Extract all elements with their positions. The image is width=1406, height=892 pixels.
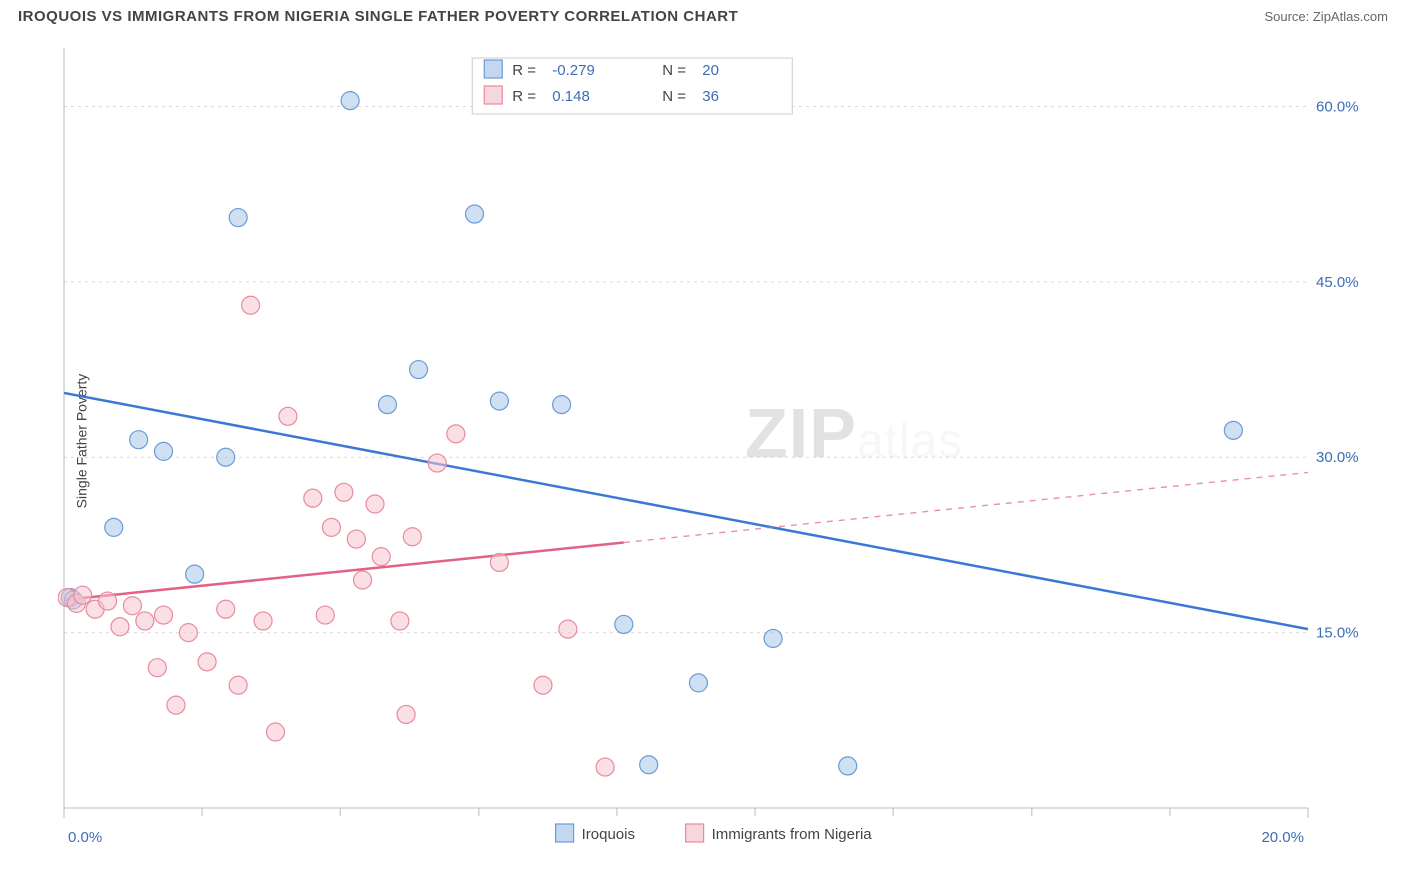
svg-text:45.0%: 45.0% [1316,274,1359,291]
source-prefix: Source: [1264,9,1312,24]
svg-text:0.0%: 0.0% [68,829,102,846]
scatter-plot: ZIPatlas15.0%30.0%45.0%60.0%0.0%20.0%R =… [58,42,1378,842]
chart-svg: ZIPatlas 15.0% 30.0% 45.0% 60.0% 0.0% 20.0% R =… [58,42,1378,872]
svg-text:N =: N = [662,62,686,79]
svg-text:Iroquois: Iroquois [582,826,635,843]
svg-text:-0.279: -0.279 [552,62,595,79]
svg-text:R =: R = [512,88,536,105]
source-link[interactable]: ZipAtlas.com [1313,9,1388,24]
svg-text:20: 20 [702,62,719,79]
svg-text:15.0%: 15.0% [1316,625,1359,642]
svg-text:ZIPatlas: ZIPatlas [745,394,963,472]
svg-text:N =: N = [662,88,686,105]
svg-text:R =: R = [512,62,536,79]
source-label: Source: ZipAtlas.com [1264,9,1388,24]
chart-title: IROQUOIS VS IMMIGRANTS FROM NIGERIA SING… [18,8,738,25]
svg-text:20.0%: 20.0% [1261,829,1304,846]
svg-text:0.148: 0.148 [552,88,590,105]
svg-text:60.0%: 60.0% [1316,98,1359,115]
svg-text:Immigrants from Nigeria: Immigrants from Nigeria [712,826,873,843]
svg-text:30.0%: 30.0% [1316,449,1359,466]
svg-text:36: 36 [702,88,719,105]
